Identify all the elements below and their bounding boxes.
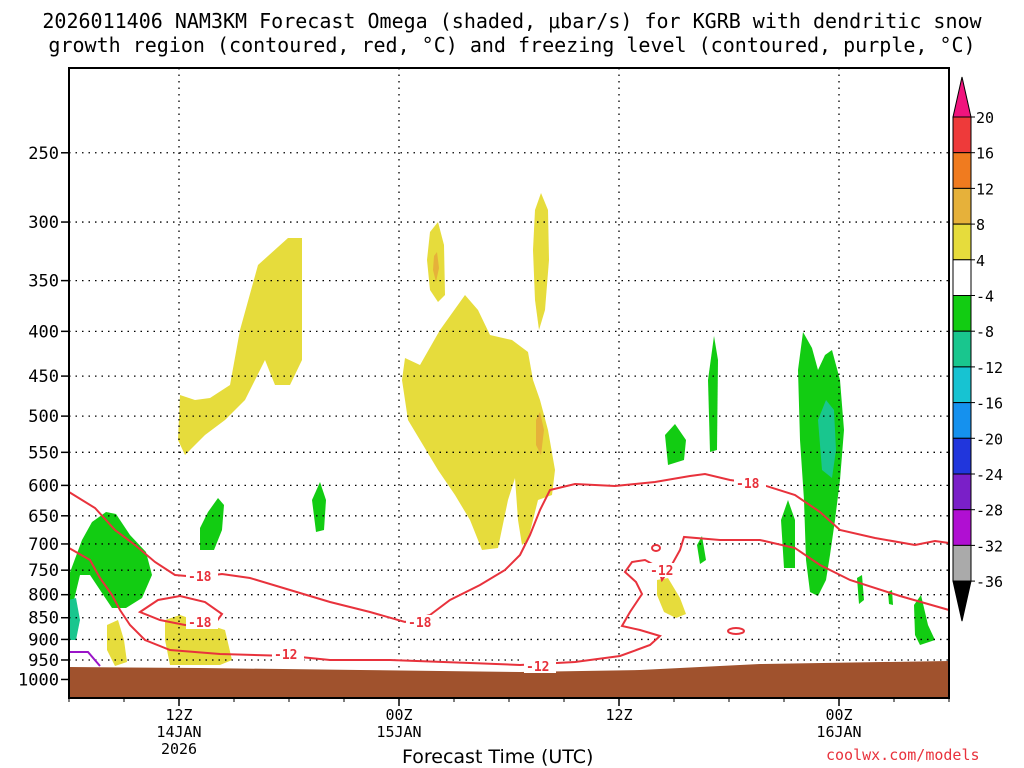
- freezing-level-contour: [69, 651, 101, 667]
- colorbar-box: [952, 152, 972, 189]
- omega-area-green-2: [200, 498, 224, 550]
- contour-label-minus18-b: -18: [188, 616, 212, 631]
- y-tick-label: 550: [28, 443, 59, 463]
- omega-area-orange-1: [433, 252, 439, 282]
- y-tick-label: 900: [28, 630, 59, 650]
- x-tick-label: 12Z: [605, 706, 632, 724]
- x-tick-label: 15JAN: [376, 723, 421, 741]
- colorbar-label: -24: [976, 466, 1003, 484]
- colorbar-box: [952, 187, 972, 225]
- colorbar-label: 8: [976, 216, 985, 234]
- x-tick-label: 2026: [161, 740, 197, 758]
- colorbar-box: [952, 116, 972, 154]
- chart-title-line1: 2026011406 NAM3KM Forecast Omega (shaded…: [42, 9, 982, 33]
- gridlines: [69, 68, 949, 698]
- contour-minus18-loop: [137, 594, 224, 626]
- omega-area-green-6: [697, 536, 706, 564]
- omega-area-green-5: [708, 336, 718, 452]
- colorbar-label: -32: [976, 537, 1003, 555]
- y-tick-label: 650: [28, 507, 59, 527]
- y-tick-label: 450: [28, 367, 59, 387]
- y-tick-label: 350: [28, 272, 59, 292]
- y-tick-label: 1000: [18, 670, 59, 690]
- colorbar-box: [952, 295, 972, 332]
- ground-fill: [69, 661, 949, 698]
- colorbar-label: 12: [976, 180, 994, 198]
- colorbar-box: [952, 437, 972, 475]
- omega-shading: [69, 193, 935, 666]
- y-tick-label: 750: [28, 561, 59, 581]
- credit-text: coolwx.com/models: [826, 746, 980, 764]
- colorbar-box: [952, 259, 972, 296]
- contour-small-loop-1: [651, 544, 662, 552]
- omega-area-teal-1: [818, 400, 836, 478]
- colorbar-box: [952, 330, 972, 368]
- omega-area-orange-2: [536, 412, 544, 455]
- x-axis: 12Z14JAN202600Z15JAN12Z00Z16JAN12Z: [68, 698, 950, 758]
- x-tick-label: 12Z: [165, 706, 192, 724]
- colorbar-label: 20: [976, 109, 994, 127]
- colorbar-label: -16: [976, 395, 1003, 413]
- omega-area-yellow-7: [657, 578, 686, 618]
- colorbar-label: 16: [976, 145, 994, 163]
- omega-area-yellow-2: [402, 295, 555, 550]
- colorbar-box: [952, 473, 972, 511]
- x-tick-label: 00Z: [825, 706, 852, 724]
- x-tick-label: 14JAN: [156, 723, 201, 741]
- y-tick-label: 400: [28, 322, 59, 342]
- y-tick-label: 250: [28, 144, 59, 164]
- colorbar-label: -36: [976, 573, 1003, 591]
- colorbar-bottom-arrow: [952, 580, 972, 622]
- contour-minus12-lower: [68, 535, 950, 667]
- chart-title-line2: growth region (contoured, red, °C) and f…: [48, 33, 976, 57]
- omega-area-yellow-4: [533, 193, 549, 330]
- contour-labels: -18 -18 -18 -18 -12 -12 -12: [186, 476, 766, 675]
- omega-area-green-4: [665, 424, 686, 465]
- colorbar: 20 16 12 8 4 -4 -8 -12 -16 -20 -24 -28 -32 -36: [952, 76, 1003, 622]
- y-tick-label: 800: [28, 586, 59, 606]
- contour-label-minus12-a: -12: [274, 648, 297, 663]
- contour-label-minus18-c: -18: [408, 616, 432, 631]
- omega-area-green-3: [312, 482, 326, 532]
- y-tick-label: 600: [28, 476, 59, 496]
- colorbar-box: [952, 366, 972, 404]
- omega-area-teal-2: [69, 598, 80, 640]
- colorbar-label: -12: [976, 359, 1003, 377]
- colorbar-label: -20: [976, 430, 1003, 448]
- y-tick-label: 700: [28, 535, 59, 555]
- colorbar-label: -28: [976, 502, 1003, 520]
- omega-area-green-8: [798, 332, 844, 596]
- x-axis-title: Forecast Time (UTC): [402, 746, 594, 768]
- omega-area-green-7: [781, 500, 795, 568]
- contour-small-loop-2: [727, 627, 746, 635]
- colorbar-top-arrow: [952, 76, 972, 118]
- x-tick-label: 16JAN: [816, 723, 861, 741]
- colorbar-box: [952, 402, 972, 439]
- omega-area-yellow-6: [107, 620, 127, 666]
- colorbar-label: -8: [976, 323, 994, 341]
- x-tick-label: 00Z: [385, 706, 412, 724]
- contour-label-minus12-c: -12: [650, 564, 673, 579]
- colorbar-box: [952, 509, 972, 546]
- contour-label-minus18-d: -18: [736, 477, 760, 492]
- contour-label-minus18-a: -18: [188, 570, 212, 585]
- y-tick-label: 500: [28, 407, 59, 427]
- colorbar-box: [952, 544, 972, 582]
- y-axis: 2503003504004505005506006507007508008509…: [18, 144, 69, 690]
- contour-label-minus12-b: -12: [526, 660, 549, 675]
- omega-area-yellow-1: [178, 238, 302, 455]
- colorbar-label: -4: [976, 288, 994, 306]
- y-tick-label: 300: [28, 213, 59, 233]
- y-tick-label: 850: [28, 609, 59, 629]
- colorbar-label: 4: [976, 252, 985, 270]
- y-tick-label: 950: [28, 651, 59, 671]
- omega-area-green-11: [914, 595, 935, 645]
- colorbar-box: [952, 223, 972, 261]
